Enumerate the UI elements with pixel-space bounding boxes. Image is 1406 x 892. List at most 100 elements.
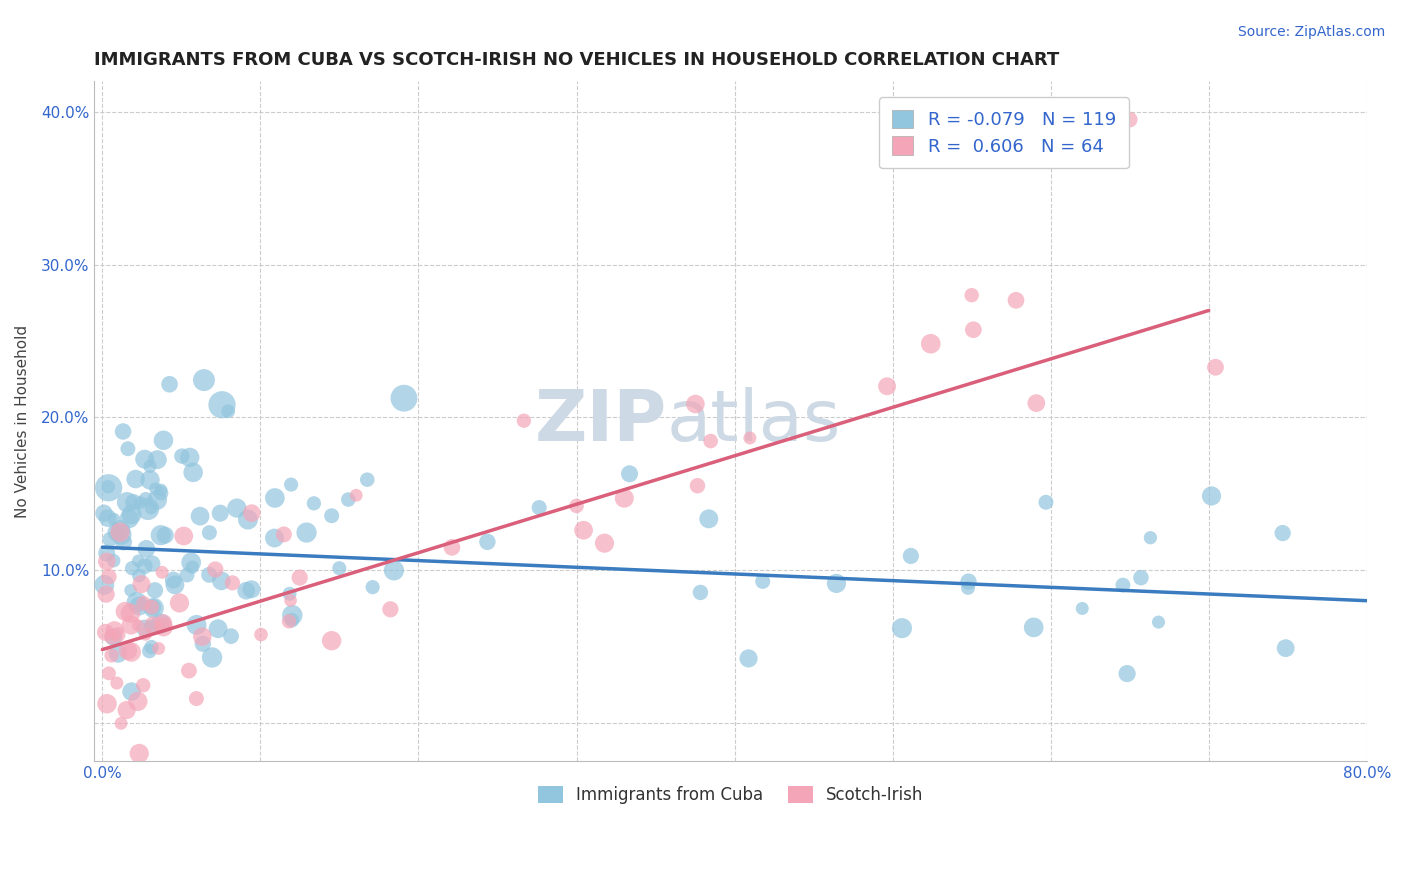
- Point: [120, 583, 142, 598]
- Point: [221, 575, 243, 590]
- Point: [513, 414, 536, 428]
- Point: [876, 379, 898, 393]
- Point: [142, 601, 165, 615]
- Point: [141, 640, 163, 654]
- Point: [112, 425, 135, 439]
- Point: [127, 618, 149, 632]
- Point: [176, 568, 198, 582]
- Point: [120, 606, 142, 620]
- Point: [117, 643, 139, 657]
- Point: [100, 630, 122, 644]
- Point: [382, 563, 405, 577]
- Text: Source: ZipAtlas.com: Source: ZipAtlas.com: [1237, 25, 1385, 39]
- Point: [392, 391, 415, 405]
- Point: [139, 473, 162, 487]
- Point: [920, 336, 942, 351]
- Point: [211, 398, 233, 412]
- Point: [149, 486, 172, 500]
- Point: [527, 500, 550, 515]
- Point: [380, 602, 402, 616]
- Point: [128, 568, 150, 582]
- Point: [136, 501, 159, 516]
- Point: [198, 567, 221, 582]
- Point: [97, 480, 120, 494]
- Point: [686, 479, 709, 493]
- Point: [127, 694, 149, 708]
- Point: [103, 512, 125, 526]
- Point: [328, 561, 350, 575]
- Point: [93, 578, 115, 592]
- Point: [112, 535, 135, 549]
- Point: [198, 525, 221, 540]
- Point: [143, 583, 166, 598]
- Point: [1274, 641, 1296, 656]
- Point: [131, 577, 153, 591]
- Point: [281, 613, 304, 627]
- Point: [125, 595, 148, 609]
- Point: [110, 523, 132, 537]
- Point: [173, 529, 195, 543]
- Point: [96, 546, 118, 560]
- Point: [1112, 578, 1135, 592]
- Point: [209, 574, 232, 588]
- Point: [737, 651, 759, 665]
- Point: [148, 641, 170, 656]
- Point: [150, 483, 173, 497]
- Point: [1022, 620, 1045, 634]
- Point: [321, 633, 343, 648]
- Point: [134, 621, 156, 635]
- Point: [699, 434, 721, 448]
- Point: [207, 622, 229, 636]
- Point: [181, 466, 204, 480]
- Point: [356, 473, 378, 487]
- Point: [132, 596, 155, 610]
- Point: [155, 528, 177, 542]
- Point: [738, 431, 761, 445]
- Point: [593, 536, 616, 550]
- Point: [105, 676, 128, 690]
- Point: [96, 587, 118, 601]
- Point: [152, 616, 174, 631]
- Point: [295, 525, 318, 540]
- Point: [105, 525, 128, 540]
- Point: [149, 616, 172, 631]
- Point: [100, 648, 122, 663]
- Point: [180, 555, 202, 569]
- Point: [280, 477, 302, 491]
- Point: [697, 512, 720, 526]
- Point: [181, 560, 204, 574]
- Point: [103, 554, 125, 568]
- Point: [97, 666, 120, 681]
- Point: [273, 527, 295, 541]
- Y-axis label: No Vehicles in Household: No Vehicles in Household: [15, 325, 30, 517]
- Point: [186, 618, 208, 632]
- Point: [1005, 293, 1028, 308]
- Point: [179, 450, 201, 465]
- Point: [1129, 571, 1152, 585]
- Point: [98, 533, 121, 547]
- Text: atlas: atlas: [666, 387, 841, 456]
- Point: [572, 523, 595, 537]
- Point: [115, 703, 138, 717]
- Point: [188, 509, 211, 524]
- Point: [121, 684, 143, 698]
- Legend: Immigrants from Cuba, Scotch-Irish: Immigrants from Cuba, Scotch-Irish: [527, 776, 934, 814]
- Point: [138, 644, 160, 658]
- Point: [163, 578, 186, 592]
- Point: [120, 645, 142, 659]
- Point: [193, 373, 215, 387]
- Point: [962, 323, 984, 337]
- Point: [107, 628, 129, 642]
- Point: [141, 600, 163, 615]
- Point: [145, 482, 167, 496]
- Point: [1147, 615, 1170, 629]
- Point: [169, 596, 191, 610]
- Point: [141, 557, 163, 571]
- Point: [321, 508, 343, 523]
- Point: [107, 647, 129, 661]
- Point: [97, 569, 120, 583]
- Point: [103, 630, 125, 644]
- Point: [132, 678, 155, 692]
- Point: [613, 491, 636, 506]
- Point: [565, 499, 588, 513]
